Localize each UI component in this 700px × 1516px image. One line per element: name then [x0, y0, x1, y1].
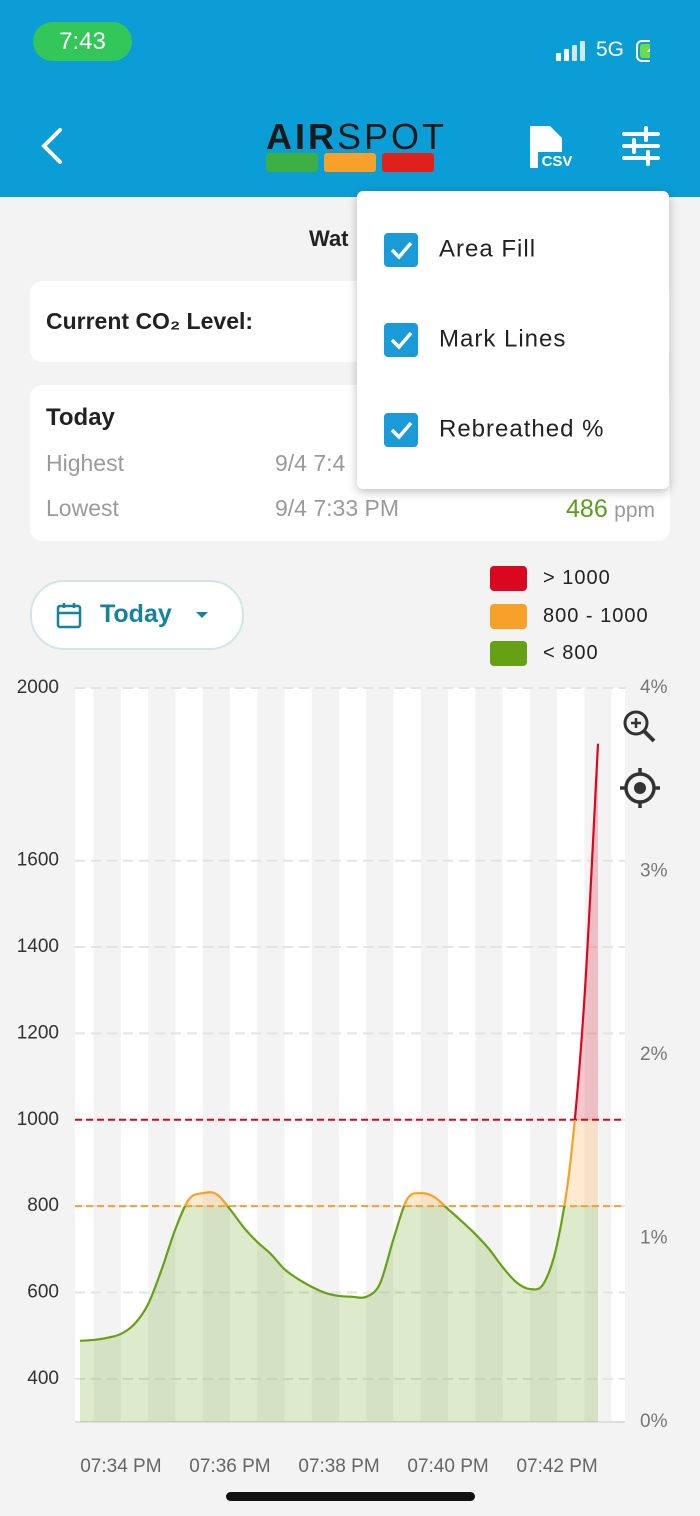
y-tick-label: 1600: [17, 850, 59, 871]
calendar-icon: [56, 603, 82, 629]
lowest-reading: 486 ppm: [566, 495, 655, 524]
lowest-unit: ppm: [614, 499, 655, 522]
y2-tick-label: 0%: [640, 1411, 668, 1432]
chart: 400 600 800 1000 1200 1400 1600 2000 0% 1% 2% 3% 4% 0…: [17, 677, 668, 1477]
y-tick-label: 2000: [17, 677, 59, 698]
column-band: [75, 688, 94, 1422]
column-band: [611, 688, 625, 1422]
menu-items: Area Fill Mark Lines Rebreathed %: [384, 233, 604, 447]
menu-label: Rebreathed %: [439, 415, 604, 442]
lowest-label: Lowest: [46, 495, 119, 521]
x-tick-label: 07:36 PM: [189, 1456, 270, 1477]
options-menu: Area Fill Mark Lines Rebreathed %: [357, 191, 669, 489]
x-tick-label: 07:34 PM: [80, 1456, 161, 1477]
network-label: 5G: [596, 38, 625, 61]
checkmark: [390, 241, 413, 260]
area-fill: [80, 743, 598, 1422]
menu-item[interactable]: Mark Lines: [384, 323, 566, 357]
legend-label: > 1000: [543, 567, 611, 589]
y-tick-label: 1200: [17, 1022, 59, 1043]
lowest-time: 9/4 7:33 PM: [275, 495, 400, 521]
menu-item[interactable]: Area Fill: [384, 233, 536, 267]
x-tick-label: 07:42 PM: [516, 1456, 597, 1477]
co2-line: [79, 743, 600, 1342]
y2-tick-label: 1%: [640, 1228, 668, 1249]
y2-tick-label: 3%: [640, 861, 668, 882]
legend-label: < 800: [543, 642, 599, 664]
status-time: 7:43: [33, 22, 132, 61]
filter-button[interactable]: [620, 126, 662, 166]
y-tick-label: 400: [27, 1368, 59, 1389]
menu-item[interactable]: Rebreathed %: [384, 413, 604, 447]
legend-label: 800 - 1000: [543, 604, 649, 627]
y-tick-label: 800: [27, 1195, 59, 1216]
csv-label: CSV: [542, 153, 573, 170]
range-button[interactable]: Today: [30, 580, 244, 650]
y-tick-label: 1000: [17, 1109, 59, 1130]
legend-swatch: [490, 566, 527, 591]
y2-tick-label: 4%: [640, 677, 668, 698]
locate-icon[interactable]: [620, 768, 660, 808]
highest-time: 9/4 7:4: [275, 450, 346, 476]
logo-air: AIR: [266, 116, 337, 157]
csv-button[interactable]: CSV: [528, 124, 576, 172]
legend-swatch: [490, 603, 527, 629]
home-indicator: [226, 1492, 475, 1501]
lowest-value: 486: [566, 495, 608, 523]
current-level-label: Current CO₂ Level:: [46, 308, 254, 334]
logo: AIRSPOT: [266, 116, 447, 158]
x-tick-label: 07:40 PM: [407, 1456, 488, 1477]
checkbox: [384, 413, 418, 447]
menu-label: Area Fill: [439, 235, 536, 262]
y-tick-label: 1400: [17, 936, 59, 957]
logo-spot: SPOT: [337, 116, 448, 157]
checkbox: [384, 323, 418, 357]
legend-swatch: [490, 641, 527, 666]
checkmark: [390, 421, 413, 440]
menu-label: Mark Lines: [439, 325, 566, 352]
column-band: [120, 688, 149, 1422]
checkmark: [390, 331, 413, 350]
status-icons: [556, 40, 650, 62]
today-title: Today: [46, 404, 115, 431]
highest-label: Highest: [46, 450, 124, 476]
y2-tick-label: 2%: [640, 1044, 668, 1065]
page-title: Wat: [309, 226, 349, 251]
range-label: Today: [100, 600, 172, 628]
logo-bars: [266, 153, 434, 172]
back-button[interactable]: [36, 124, 72, 168]
caret-icon: [196, 612, 208, 618]
zoom-icon[interactable]: [623, 710, 656, 743]
y-tick-label: 600: [27, 1281, 59, 1302]
x-tick-label: 07:38 PM: [298, 1456, 379, 1477]
checkbox: [384, 233, 418, 267]
